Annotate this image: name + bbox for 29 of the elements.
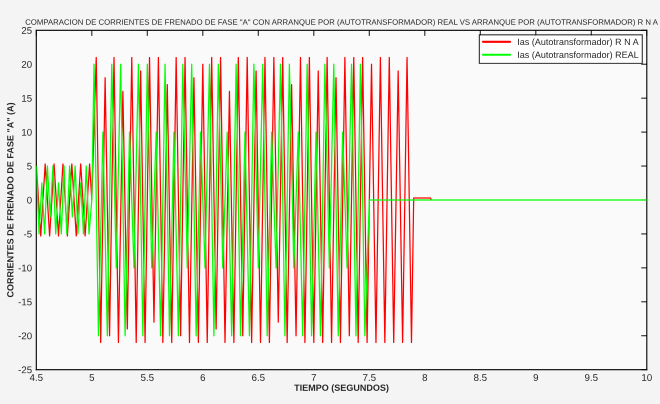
line-series [36,56,432,344]
y-tick-label: 25 [22,27,32,34]
x-tick-label: 4.5 [30,374,43,381]
x-tick-label: 8 [422,374,428,381]
y-tick-label: 5 [27,162,32,170]
y-tick-label: -5 [24,230,32,238]
x-tick-label: 6.5 [252,374,265,381]
y-tick-label: 20 [22,60,32,68]
x-tick-label: 5 [89,374,94,381]
y-tick-label: 0 [27,196,32,204]
y-tick-label: 15 [22,95,32,102]
y-axis-title: CORRIENTES DE FRENADO DE FASE "A" (A) [6,102,16,298]
y-tick-label: -15 [18,298,32,306]
x-tick-label: 9 [534,374,538,381]
y-tick-label: 10 [22,128,32,136]
x-tick-label: 9.5 [585,374,598,381]
y-tick-label: -10 [18,264,32,272]
legend-label: Ias (Autotransformador) R N A [518,38,639,47]
legend-label: Ias (Autotransformador) REAL [518,51,638,60]
x-tick-label: 6 [200,374,206,381]
x-tick-label: 5.5 [140,374,154,381]
x-tick-label: 8.5 [474,374,487,381]
x-axis-title: TIEMPO (SEGUNDOS) [294,384,388,393]
line-series [36,64,647,336]
x-tick-label: 7 [312,374,316,381]
y-tick-label: -25 [18,366,32,374]
y-tick-label: -20 [18,332,32,340]
x-tick-label: 7.5 [363,374,376,381]
x-tick-label: 10 [642,374,652,381]
